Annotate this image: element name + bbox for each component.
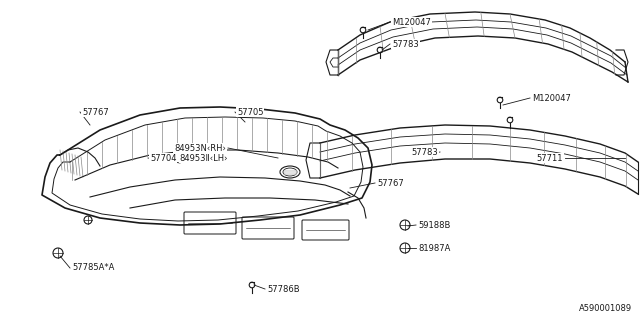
Text: 81987A: 81987A — [418, 244, 451, 252]
Text: M120047: M120047 — [392, 18, 431, 27]
Text: 84953Ⅱ‹LH›: 84953Ⅱ‹LH› — [179, 154, 228, 163]
Text: 57783: 57783 — [392, 39, 419, 49]
Text: 84953N‹RH›: 84953N‹RH› — [174, 143, 226, 153]
Text: 57704: 57704 — [150, 154, 177, 163]
Text: 57786B: 57786B — [267, 284, 300, 293]
Text: 57711: 57711 — [536, 154, 563, 163]
Text: 57767: 57767 — [82, 108, 109, 116]
Text: A590001089: A590001089 — [579, 304, 632, 313]
Text: 57767: 57767 — [377, 179, 404, 188]
Text: 59188B: 59188B — [418, 220, 451, 229]
Text: 57785A*A: 57785A*A — [72, 263, 115, 273]
Text: 57705: 57705 — [237, 108, 264, 116]
Text: 57783: 57783 — [412, 148, 438, 156]
Text: M120047: M120047 — [532, 93, 571, 102]
